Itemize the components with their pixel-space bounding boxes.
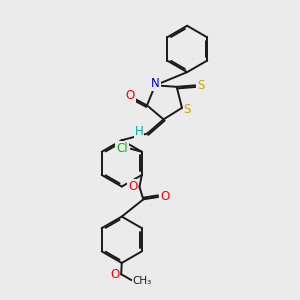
Text: S: S [197,79,204,92]
Text: O: O [128,180,137,193]
Text: O: O [160,190,170,203]
Text: O: O [125,89,135,102]
Text: Cl: Cl [116,142,128,155]
Text: S: S [184,103,191,116]
Text: CH₃: CH₃ [132,276,152,286]
Text: N: N [151,77,160,90]
Text: O: O [110,268,119,281]
Text: H: H [134,125,143,138]
